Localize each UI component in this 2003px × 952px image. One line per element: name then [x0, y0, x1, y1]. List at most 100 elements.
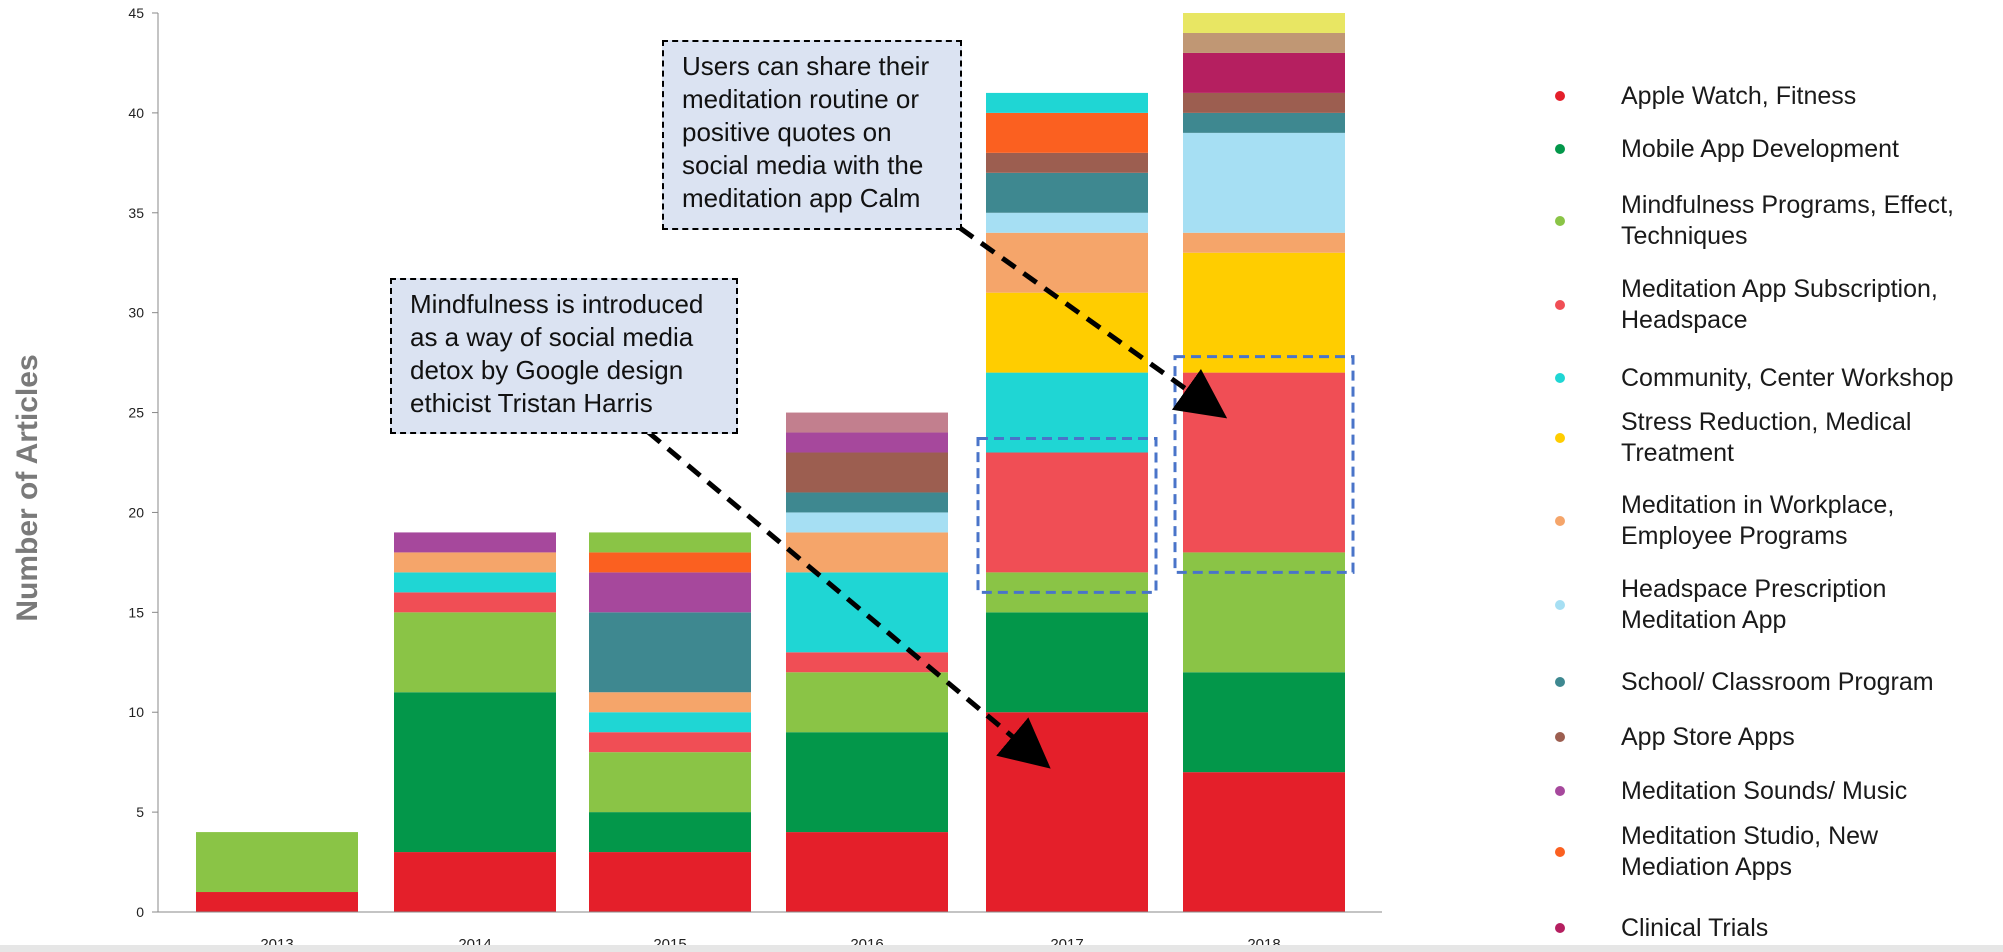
legend-item: Stress Reduction, Medical Treatment [1545, 407, 2000, 469]
bar-segment [196, 832, 358, 893]
bar-segment [1183, 13, 1345, 33]
callout-calm-annotation: Users can share their meditation routine… [662, 40, 962, 230]
bar-segment [1183, 252, 1345, 373]
bar-segment [986, 152, 1148, 173]
bar-segment [1183, 372, 1345, 553]
bar-segment [589, 732, 751, 753]
bar-segment [786, 572, 948, 653]
bar-segment [986, 172, 1148, 213]
legend-item: Community, Center Workshop [1545, 354, 2000, 402]
bar-segment [786, 492, 948, 513]
legend-swatch [1555, 516, 1565, 526]
bar-segment [589, 752, 751, 813]
bar-segment [786, 732, 948, 833]
legend-label: Headspace Prescription Meditation App [1621, 575, 1887, 634]
legend-item: Meditation in Workplace, Employee Progra… [1545, 490, 2000, 552]
bottom-scroll-strip [0, 945, 2003, 952]
legend-item: Meditation App Subscription, Headspace [1545, 274, 2000, 336]
bar-segment [589, 692, 751, 713]
bar-segment [986, 452, 1148, 573]
legend-label: Apple Watch, Fitness [1621, 81, 1857, 110]
legend-label: Community, Center Workshop [1621, 363, 1954, 392]
bar-segment [1183, 32, 1345, 53]
bar-segment [786, 412, 948, 433]
bar-segment [589, 612, 751, 693]
legend-label: Meditation in Workplace, Employee Progra… [1621, 491, 1895, 550]
bar-segment [1183, 232, 1345, 253]
highlight-box [976, 437, 1158, 594]
callout-google-annotation: Mindfulness is introduced as a way of so… [390, 278, 738, 434]
y-axis-label: Number of Articles [11, 354, 44, 622]
bar-segment [786, 432, 948, 453]
bar-segment [1183, 92, 1345, 113]
legend-swatch [1555, 786, 1565, 796]
y-tick-label: 20 [128, 504, 144, 520]
bar-segment [986, 372, 1148, 453]
bar-segment [1183, 772, 1345, 912]
annotation-arrow [646, 430, 1051, 769]
legend-swatch [1555, 144, 1565, 154]
y-tick-label: 5 [136, 804, 144, 820]
legend-item: School/ Classroom Program [1545, 658, 2000, 706]
legend-label: Meditation Studio, New Mediation Apps [1621, 822, 1879, 881]
bar-segment [589, 812, 751, 853]
bar-segment [394, 572, 556, 593]
bar-segment [394, 852, 556, 912]
legend-item: Apple Watch, Fitness [1545, 72, 2000, 120]
legend-label: Mobile App Development [1621, 134, 1899, 163]
legend-item: Mindfulness Programs, Effect, Techniques [1545, 190, 2000, 252]
bar-segment [986, 92, 1148, 113]
legend-item: Mobile App Development [1545, 125, 2000, 173]
bar-segment [1183, 132, 1345, 233]
y-tick-label: 30 [128, 305, 144, 321]
bar-segment [589, 572, 751, 613]
highlight-box [1173, 355, 1355, 574]
legend-swatch [1555, 677, 1565, 687]
y-tick-label: 35 [128, 205, 144, 221]
bar-segment [394, 592, 556, 613]
bar-segment [589, 532, 751, 553]
legend-label: Stress Reduction, Medical Treatment [1621, 408, 1912, 467]
bar-segment [786, 672, 948, 733]
legend-item: Meditation Studio, New Mediation Apps [1545, 821, 2000, 883]
legend-item: App Store Apps [1545, 713, 2000, 761]
bar-segment [589, 712, 751, 733]
bar-segment [394, 552, 556, 573]
legend-swatch [1555, 732, 1565, 742]
bar-segment [1183, 52, 1345, 93]
legend-swatch [1555, 373, 1565, 383]
bar-segment [589, 852, 751, 912]
bar-segment [394, 532, 556, 553]
legend-label: School/ Classroom Program [1621, 667, 1934, 696]
legend-swatch [1555, 847, 1565, 857]
bar-segment [394, 612, 556, 693]
legend-label: Meditation App Subscription, Headspace [1621, 275, 1938, 334]
y-tick-label: 15 [128, 604, 144, 620]
legend-swatch [1555, 923, 1565, 933]
annotation-arrow [958, 225, 1228, 419]
legend-swatch [1555, 91, 1565, 101]
bar-segment [196, 892, 358, 912]
legend-swatch [1555, 300, 1565, 310]
y-tick-label: 25 [128, 405, 144, 421]
bar-segment [786, 512, 948, 533]
legend-swatch [1555, 600, 1565, 610]
legend-item: Meditation Sounds/ Music [1545, 767, 2000, 815]
bar-segment [1183, 552, 1345, 673]
bar-segment [986, 112, 1148, 153]
bar-segment [394, 692, 556, 853]
bar-segment [786, 532, 948, 573]
legend-swatch [1555, 216, 1565, 226]
bar-segment [986, 212, 1148, 233]
bar-segment [786, 832, 948, 912]
bar-segment [589, 552, 751, 573]
bar-segment [986, 712, 1148, 912]
bar-segment [986, 612, 1148, 713]
bar-segment [1183, 112, 1345, 133]
legend-item: Headspace Prescription Meditation App [1545, 574, 2000, 636]
bar-segment [1183, 672, 1345, 773]
bar-segment [786, 452, 948, 493]
legend-item: Clinical Trials [1545, 904, 2000, 952]
